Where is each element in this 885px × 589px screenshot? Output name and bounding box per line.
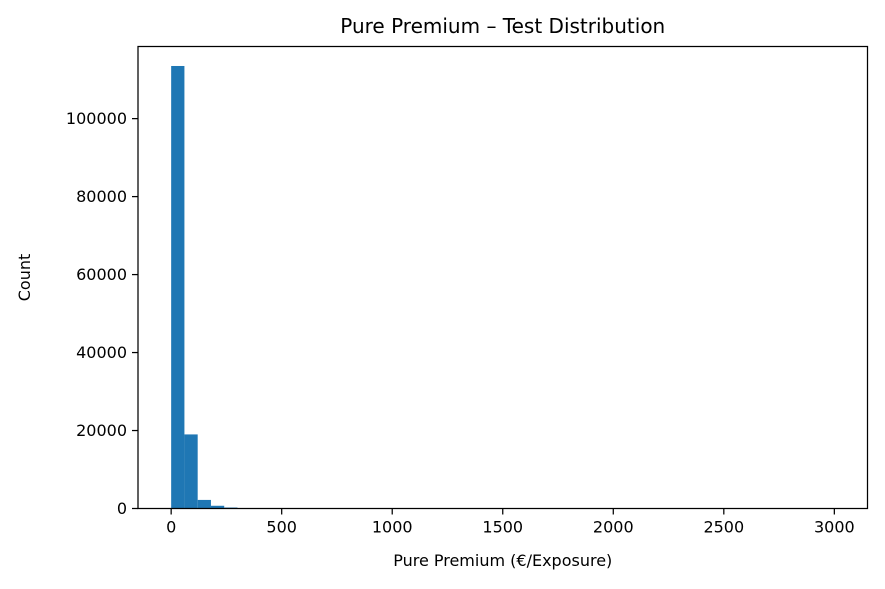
x-tick-label-6: 3000 [814,518,855,537]
y-tick-label-4: 80000 [76,187,127,206]
x-tick-label-4: 2000 [593,518,634,537]
x-axis-label: Pure Premium (€/Exposure) [393,551,612,570]
histogram-bar-0 [171,66,184,509]
y-tick-label-2: 40000 [76,343,127,362]
y-axis-label: Count [15,254,34,302]
x-tick-label-1: 500 [266,518,297,537]
y-tick-label-3: 60000 [76,265,127,284]
y-tick-label-1: 20000 [76,421,127,440]
x-tick-label-0: 0 [166,518,176,537]
y-tick-label-0: 0 [117,499,127,518]
x-tick-label-5: 2500 [703,518,744,537]
x-tick-label-2: 1000 [372,518,413,537]
histogram-bar-1 [184,434,197,508]
x-tick-label-3: 1500 [482,518,523,537]
y-tick-label-5: 100000 [66,109,127,128]
chart-title: Pure Premium – Test Distribution [340,14,665,38]
histogram-bar-2 [198,500,211,509]
